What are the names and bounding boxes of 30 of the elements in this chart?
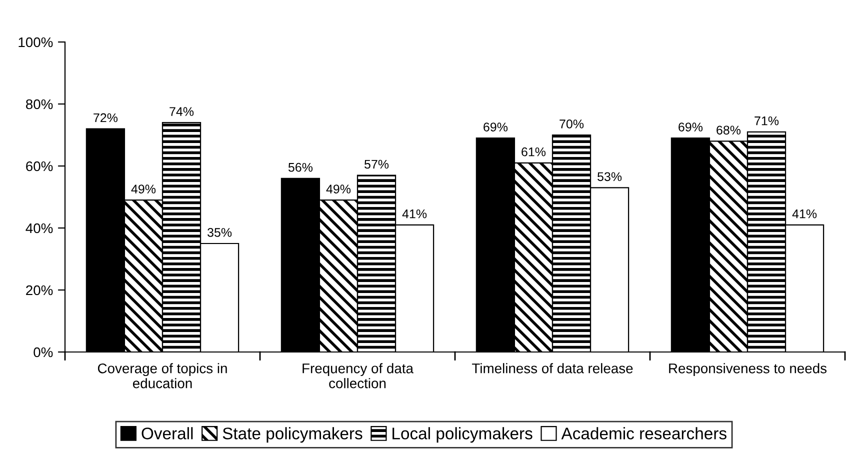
data-label: 61% bbox=[522, 147, 546, 156]
x-tick-label: Timeliness of data release bbox=[472, 363, 633, 374]
data-label: 71% bbox=[754, 116, 779, 126]
data-label: 72% bbox=[94, 113, 118, 122]
data-label: 41% bbox=[792, 209, 817, 218]
data-label: 69% bbox=[678, 122, 703, 132]
y-tick-label: 80% bbox=[26, 99, 53, 110]
legend-label: Local policymakers bbox=[392, 427, 532, 443]
data-label: 74% bbox=[170, 107, 194, 116]
y-tick-label: 20% bbox=[26, 285, 53, 296]
legend-label: State policymakers bbox=[222, 427, 362, 443]
data-label: 41% bbox=[402, 209, 427, 218]
legend-label: Academic researchers bbox=[561, 427, 726, 440]
data-label: 56% bbox=[288, 162, 313, 172]
data-label: 49% bbox=[326, 184, 351, 194]
y-tick-label: 60% bbox=[26, 161, 53, 172]
y-tick-label: 0% bbox=[34, 347, 53, 358]
data-label: 35% bbox=[208, 228, 232, 237]
y-tick-label: 100% bbox=[18, 37, 53, 48]
data-label: 57% bbox=[364, 160, 389, 169]
data-label: 70% bbox=[560, 120, 584, 128]
x-tick-label: Coverage of topics in education bbox=[98, 363, 227, 388]
x-tick-label: Frequency of data collection bbox=[302, 363, 414, 388]
data-label: 68% bbox=[716, 126, 741, 135]
data-label: 69% bbox=[484, 122, 508, 132]
data-label: 53% bbox=[598, 172, 622, 182]
y-tick-label: 40% bbox=[26, 223, 53, 234]
legend-label: Overall bbox=[142, 427, 193, 440]
x-tick-label: Responsiveness to needs bbox=[669, 363, 827, 376]
data-label: 49% bbox=[131, 184, 156, 194]
